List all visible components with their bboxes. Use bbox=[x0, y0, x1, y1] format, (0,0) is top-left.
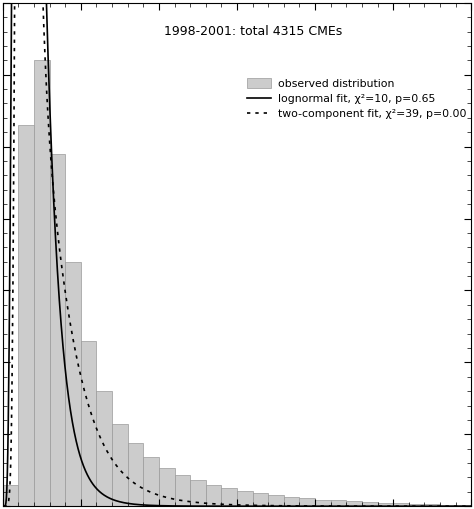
Bar bbox=[362, 502, 377, 506]
Bar bbox=[143, 457, 159, 506]
Bar bbox=[377, 502, 393, 506]
Bar bbox=[81, 341, 97, 506]
Bar bbox=[65, 262, 81, 506]
Bar bbox=[315, 500, 331, 506]
Text: 1998-2001: total 4315 CMEs: 1998-2001: total 4315 CMEs bbox=[164, 25, 343, 39]
Bar bbox=[97, 391, 112, 506]
Bar bbox=[284, 497, 300, 506]
Bar bbox=[424, 504, 440, 506]
Bar bbox=[221, 488, 237, 506]
Bar bbox=[50, 154, 65, 506]
Bar bbox=[346, 501, 362, 506]
Bar bbox=[300, 498, 315, 506]
Bar bbox=[440, 505, 456, 506]
Bar bbox=[268, 495, 284, 506]
Bar bbox=[393, 503, 409, 506]
Bar bbox=[112, 423, 128, 506]
Bar bbox=[174, 474, 190, 506]
Bar bbox=[3, 485, 18, 506]
Bar bbox=[456, 505, 471, 506]
Bar bbox=[190, 480, 206, 506]
Bar bbox=[34, 60, 50, 506]
Bar bbox=[18, 125, 34, 506]
Legend: observed distribution, lognormal fit, χ²=10, p=0.65, two-component fit, χ²=39, p: observed distribution, lognormal fit, χ²… bbox=[243, 74, 471, 124]
Bar bbox=[237, 491, 253, 506]
Bar bbox=[206, 485, 221, 506]
Bar bbox=[253, 493, 268, 506]
Bar bbox=[409, 504, 424, 506]
Bar bbox=[159, 468, 174, 506]
Bar bbox=[331, 500, 346, 506]
Bar bbox=[128, 443, 143, 506]
